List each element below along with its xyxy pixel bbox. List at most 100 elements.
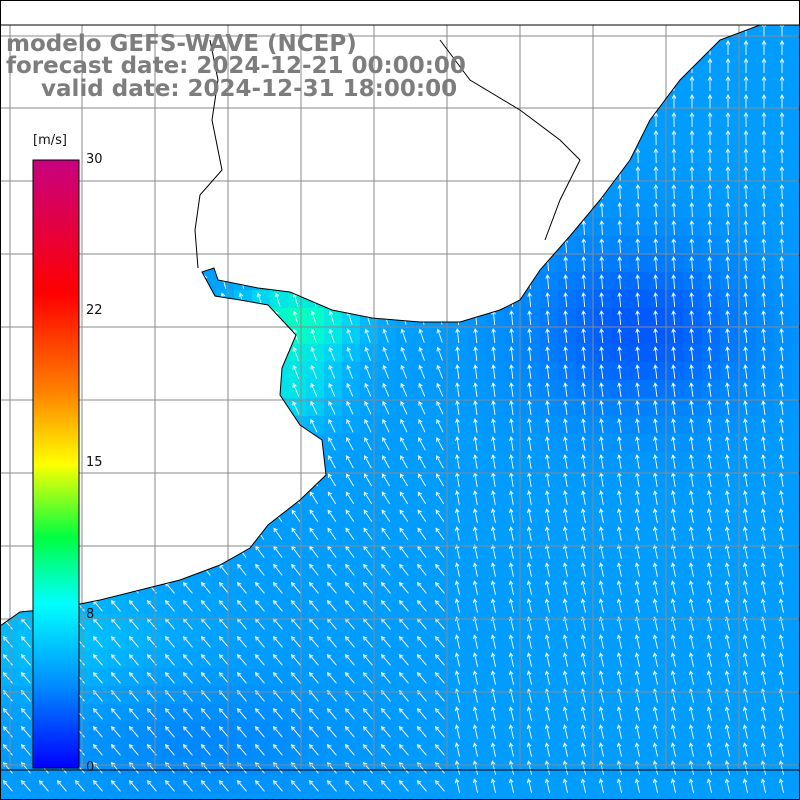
wind-arrow xyxy=(200,779,211,792)
wind-arrow xyxy=(344,779,355,792)
wind-speed-cell xyxy=(666,470,685,489)
wind-arrow xyxy=(418,436,426,451)
wind-speed-cell xyxy=(756,632,775,651)
wind-speed-cell xyxy=(0,794,19,800)
wind-speed-cell xyxy=(630,452,649,471)
wind-speed-cell xyxy=(702,272,721,291)
wind-speed-cell xyxy=(234,686,253,705)
wind-speed-cell xyxy=(414,326,433,345)
wind-speed-cell xyxy=(504,740,523,759)
wind-arrow xyxy=(671,274,676,290)
wind-speed-cell xyxy=(738,668,757,687)
wind-speed-cell xyxy=(630,434,649,453)
wind-arrow xyxy=(236,599,247,612)
wind-speed-cell xyxy=(252,668,271,687)
wind-arrow xyxy=(236,635,247,648)
wind-arrow xyxy=(490,742,497,757)
wind-arrow xyxy=(563,274,568,290)
wind-arrow xyxy=(380,581,391,594)
wind-speed-cell xyxy=(666,272,685,291)
wind-speed-cell xyxy=(648,434,667,453)
wind-arrow xyxy=(635,166,641,182)
wind-speed-cell xyxy=(558,506,577,525)
wind-speed-cell xyxy=(306,596,325,615)
wind-speed-cell xyxy=(576,272,595,291)
wind-arrow xyxy=(634,652,641,667)
wind-arrow xyxy=(743,454,748,469)
wind-speed-cell xyxy=(558,434,577,453)
wind-speed-cell xyxy=(756,722,775,741)
wind-arrow xyxy=(400,436,408,451)
wind-arrow xyxy=(544,724,551,739)
wind-arrow xyxy=(724,778,731,793)
wind-speed-cell xyxy=(720,272,739,291)
wind-arrow xyxy=(310,418,318,433)
wind-speed-cell xyxy=(594,776,613,795)
wind-arrow xyxy=(508,634,515,649)
wind-speed-cell xyxy=(414,668,433,687)
wind-arrow xyxy=(761,40,767,55)
wind-arrow xyxy=(416,599,427,612)
wind-arrow xyxy=(545,454,550,469)
colorbar-unit: [m/s] xyxy=(33,133,67,148)
wind-arrow xyxy=(761,364,766,379)
wind-speed-cell xyxy=(198,704,217,723)
wind-speed-cell xyxy=(630,398,649,417)
wind-arrow xyxy=(218,581,229,594)
wind-arrow xyxy=(779,454,784,469)
wind-speed-cell xyxy=(396,380,415,399)
wind-speed-cell xyxy=(342,668,361,687)
wind-arrow xyxy=(544,706,551,721)
wind-arrow xyxy=(761,436,766,451)
wind-speed-cell xyxy=(594,362,613,381)
wind-speed-cell xyxy=(576,794,595,800)
wind-speed-cell xyxy=(774,110,793,129)
wind-speed-cell xyxy=(702,164,721,183)
wind-speed-cell xyxy=(180,668,199,687)
wind-speed-cell xyxy=(396,452,415,471)
wind-arrow xyxy=(236,779,247,792)
wind-arrow xyxy=(617,274,622,290)
wind-speed-cell xyxy=(738,92,757,111)
wind-speed-cell xyxy=(666,578,685,597)
wind-speed-cell xyxy=(558,650,577,669)
wind-arrow xyxy=(327,491,337,505)
wind-speed-cell xyxy=(324,380,343,399)
wind-arrow xyxy=(545,364,550,379)
wind-speed-cell xyxy=(288,380,307,399)
wind-speed-cell xyxy=(234,578,253,597)
wind-speed-cell xyxy=(450,632,469,651)
wind-arrow xyxy=(652,526,658,541)
wind-arrow xyxy=(743,364,748,379)
wind-speed-cell xyxy=(756,470,775,489)
wind-speed-cell xyxy=(450,794,469,800)
wind-arrow xyxy=(581,346,586,361)
model-title: modelo GEFS-WAVE (NCEP) xyxy=(6,31,357,57)
wind-arrow xyxy=(362,707,373,720)
wind-speed-cell xyxy=(360,506,379,525)
wind-arrow xyxy=(473,418,478,433)
wind-arrow xyxy=(742,724,749,739)
wind-speed-cell xyxy=(324,650,343,669)
wind-speed-cell xyxy=(684,254,703,273)
wind-speed-cell xyxy=(774,38,793,57)
wind-speed-cell xyxy=(468,686,487,705)
wind-speed-cell xyxy=(648,362,667,381)
wind-arrow xyxy=(490,526,496,541)
wind-speed-cell xyxy=(324,614,343,633)
wind-speed-cell xyxy=(306,668,325,687)
wind-speed-cell xyxy=(684,542,703,561)
wind-speed-cell xyxy=(594,596,613,615)
wind-speed-cell xyxy=(216,650,235,669)
wind-arrow xyxy=(399,491,409,505)
wind-speed-cell xyxy=(396,758,415,777)
wind-speed-cell xyxy=(540,632,559,651)
wind-speed-cell xyxy=(720,560,739,579)
wind-speed-cell xyxy=(360,398,379,417)
wind-speed-cell xyxy=(648,506,667,525)
wind-arrow xyxy=(326,725,337,738)
wind-speed-cell xyxy=(414,362,433,381)
wind-arrow xyxy=(128,779,139,792)
wind-speed-cell xyxy=(252,614,271,633)
wind-speed-cell xyxy=(684,488,703,507)
